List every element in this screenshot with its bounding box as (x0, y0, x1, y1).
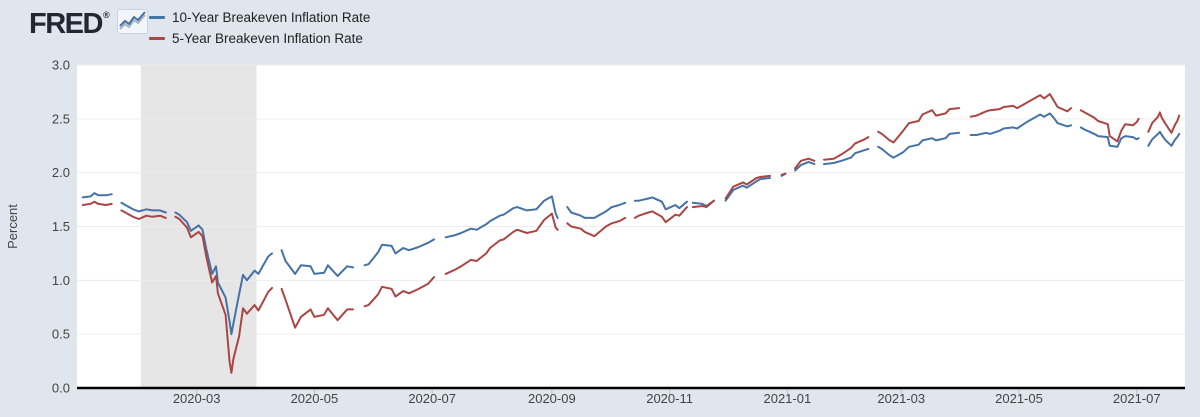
registered-mark: ® (102, 10, 110, 20)
fred-sparkline-icon (116, 9, 148, 39)
series-line-5-year[interactable] (81, 93, 1181, 374)
y-axis-title: Percent (5, 204, 20, 249)
y-tick-label: 0.5 (52, 327, 70, 342)
fred-logo[interactable]: FRED® (29, 9, 148, 39)
legend-label: 10-Year Breakeven Inflation Rate (172, 10, 371, 25)
legend-label: 5-Year Breakeven Inflation Rate (172, 31, 363, 46)
y-tick-label: 1.5 (52, 219, 70, 234)
legend-line-sample-red (149, 37, 165, 40)
series-line-10-year[interactable] (81, 112, 1181, 336)
y-tick-label: 2.5 (52, 111, 70, 126)
y-tick-label: 0.0 (52, 381, 70, 396)
chart-legend: 10-Year Breakeven Inflation Rate 5-Year … (149, 7, 370, 49)
legend-line-sample-blue (149, 16, 165, 19)
x-tick-label: 2021-07 (1113, 391, 1161, 406)
fred-logo-text: FRED® (29, 8, 110, 40)
y-tick-label: 1.0 (52, 273, 70, 288)
y-tick-label: 2.0 (52, 165, 70, 180)
x-tick-label: 2020-03 (173, 391, 221, 406)
chart-header: FRED® 10-Year Breakeven Inflation Rate 5… (0, 0, 1200, 52)
x-tick-label: 2021-01 (763, 391, 811, 406)
legend-item-5-year: 5-Year Breakeven Inflation Rate (149, 28, 370, 49)
x-tick-label: 2021-05 (995, 391, 1043, 406)
x-tick-label: 2020-09 (528, 391, 576, 406)
y-tick-label: 3.0 (52, 58, 70, 73)
x-tick-label: 2021-03 (877, 391, 925, 406)
x-tick-label: 2020-11 (646, 391, 693, 406)
legend-item-10-year: 10-Year Breakeven Inflation Rate (149, 7, 370, 28)
x-tick-label: 2020-05 (291, 391, 339, 406)
x-tick-label: 2020-07 (408, 391, 456, 406)
